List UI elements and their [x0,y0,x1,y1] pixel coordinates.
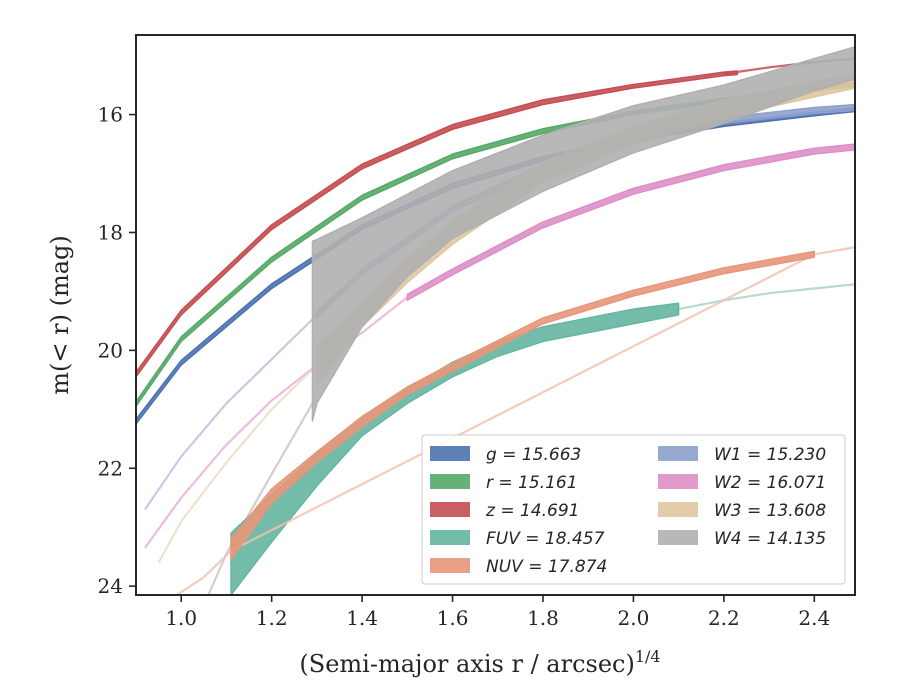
legend-swatch-g [430,446,470,461]
series-layer [136,46,855,595]
legend-swatch-r [430,474,470,489]
series-nuv-band [230,250,815,561]
x-axis-label-exponent: 1/4 [635,647,661,666]
series-fuv-extension [678,283,855,311]
series-z-band [136,70,739,378]
x-tick-label: 1.2 [256,606,288,630]
x-tick-label: 2.2 [708,606,740,630]
legend-label-w1: W1 = 15.230 [714,445,826,465]
legend-label-z: z = 14.691 [485,501,579,521]
x-tick-label: 2.4 [798,606,830,630]
x-tick-label: 1.8 [527,606,559,630]
legend-swatch-w1 [658,446,698,461]
series-w4-extension [207,402,314,595]
legend-label-w3: W3 = 13.608 [714,501,826,521]
series-w4-band [311,46,855,422]
legend: g = 15.663 r = 15.161 z = 14.691 FUV = 18.4… [421,434,846,585]
axis-layer: 1.0 1.2 1.4 1.6 1.8 2.0 2.2 2.4 16 18 20 22 24 [98,103,831,630]
legend-swatch-nuv [430,558,470,573]
x-axis-label: (Semi-major axis r / arcsec)1/4 [299,647,660,678]
legend-label-g: g = 15.663 [486,445,581,465]
legend-label-fuv: FUV = 18.457 [486,529,605,549]
legend-swatch-w3 [658,502,698,517]
y-tick-label: 20 [98,338,123,362]
y-tick-label: 18 [98,220,123,244]
x-tick-label: 1.4 [346,606,378,630]
legend-label-nuv: NUV = 17.874 [486,557,607,577]
series-w1-extension [144,314,318,511]
x-tick-label: 1.6 [437,606,469,630]
x-tick-label: 1.0 [165,606,197,630]
y-tick-label: 24 [98,574,123,598]
series-w2-extension [144,296,408,549]
series-w3-extension [157,364,318,564]
y-tick-label: 22 [98,456,123,480]
legend-swatch-z [430,502,470,517]
series-w2-band [406,143,855,301]
legend-label-w4: W4 = 14.135 [714,529,826,549]
legend-frame [421,434,846,585]
x-axis-label-main: (Semi-major axis r / arcsec) [299,650,634,678]
legend-swatch-fuv [430,530,470,545]
x-tick-label: 2.0 [618,606,650,630]
plot-frame [135,34,856,596]
series-r-band [136,81,855,408]
y-tick-label: 16 [98,103,123,127]
legend-swatch-w2 [658,474,698,489]
legend-label-w2: W2 = 16.071 [714,473,826,493]
legend-label-r: r = 15.161 [486,473,578,493]
y-axis-label: m(< r) (mag) [46,235,74,394]
legend-swatch-w4 [658,530,698,545]
